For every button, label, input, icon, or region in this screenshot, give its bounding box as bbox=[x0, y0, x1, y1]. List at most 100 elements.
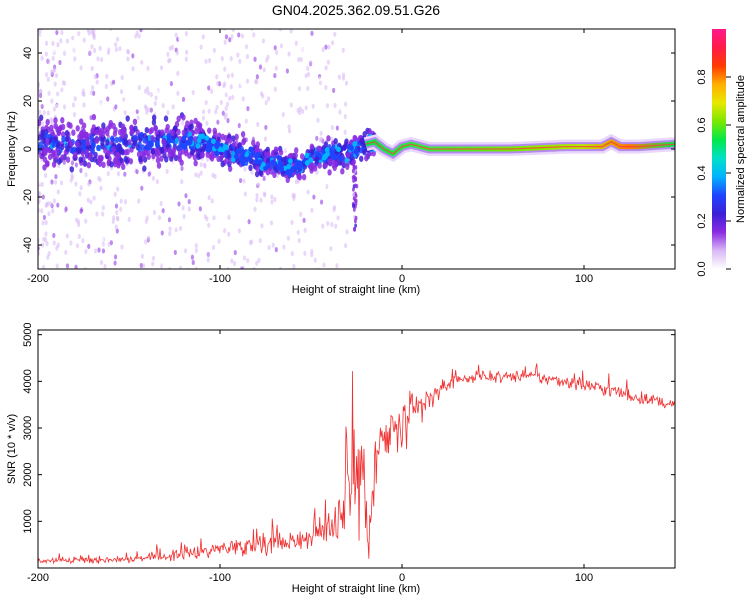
spectral-noise-blob bbox=[176, 90, 180, 97]
spectral-streak-blob bbox=[352, 207, 356, 212]
spectral-noise-blob bbox=[51, 47, 56, 54]
spectral-peak-blob bbox=[276, 155, 282, 161]
spectral-noise-blob bbox=[40, 74, 44, 80]
spectral-noise-blob bbox=[79, 167, 83, 174]
spectral-noise-blob bbox=[75, 217, 79, 223]
spectral-noise-blob bbox=[130, 251, 134, 258]
spectral-band-blob bbox=[344, 156, 350, 164]
spectral-noise-blob bbox=[326, 220, 330, 227]
spectral-band-blob bbox=[87, 154, 92, 161]
spectral-noise-blob bbox=[181, 96, 186, 102]
spectral-band-blob bbox=[240, 131, 246, 138]
spectral-noise-blob bbox=[101, 211, 105, 217]
spectral-noise-blob bbox=[100, 244, 104, 250]
spectral-noise-blob bbox=[216, 80, 220, 87]
spectral-band-blob bbox=[146, 153, 151, 160]
spectral-band-blob bbox=[132, 118, 138, 126]
spectral-noise-blob bbox=[49, 185, 54, 192]
x-tick-label: -200 bbox=[27, 572, 49, 584]
spectral-noise-blob bbox=[134, 33, 138, 39]
spectral-noise-blob bbox=[59, 38, 63, 44]
spectral-noise-blob bbox=[260, 132, 264, 138]
spectral-noise-blob bbox=[291, 35, 295, 41]
spectral-peak-blob bbox=[182, 144, 188, 151]
spectral-band-blob bbox=[190, 148, 195, 156]
spectral-noise-blob bbox=[196, 45, 200, 51]
spectral-band-blob bbox=[316, 145, 321, 152]
spectral-noise-blob bbox=[304, 241, 308, 248]
spectral-noise-blob bbox=[243, 166, 247, 172]
spectral-noise-blob bbox=[242, 178, 246, 184]
spectral-noise-blob bbox=[42, 236, 46, 242]
spectral-noise-blob bbox=[240, 33, 245, 39]
spectral-noise-blob bbox=[99, 101, 103, 107]
spectral-noise-blob bbox=[324, 44, 328, 50]
spectral-noise-blob bbox=[143, 104, 148, 110]
spectral-noise-blob bbox=[56, 91, 60, 97]
spectral-peak-blob bbox=[206, 143, 212, 149]
spectral-noise-blob bbox=[113, 42, 118, 48]
spectral-streak-blob bbox=[354, 183, 357, 188]
spectral-noise-blob bbox=[281, 111, 285, 118]
spectral-noise-blob bbox=[65, 270, 68, 275]
spectral-noise-blob bbox=[115, 215, 120, 221]
spectral-band-blob bbox=[185, 120, 190, 127]
spectral-peak-blob bbox=[234, 153, 239, 160]
spectral-noise-blob bbox=[187, 206, 191, 212]
spectral-band-blob bbox=[220, 160, 225, 168]
spectral-noise-blob bbox=[198, 99, 203, 105]
spectral-noise-blob bbox=[237, 32, 241, 38]
spectral-noise-blob bbox=[47, 211, 51, 217]
spectral-noise-blob bbox=[319, 130, 323, 136]
spectral-noise-blob bbox=[258, 64, 263, 70]
spectral-band-blob bbox=[81, 128, 86, 135]
spectral-noise-blob bbox=[89, 104, 94, 110]
spectral-band-blob bbox=[101, 161, 106, 169]
spectral-band-blob bbox=[345, 152, 351, 159]
spectral-noise-blob bbox=[190, 254, 195, 260]
spectral-noise-blob bbox=[168, 266, 172, 269]
spectral-noise-blob bbox=[225, 101, 230, 107]
spectral-noise-blob bbox=[226, 73, 230, 79]
spectral-noise-blob bbox=[226, 117, 230, 124]
spectral-noise-blob bbox=[194, 242, 198, 249]
spectral-band-blob bbox=[94, 137, 100, 144]
spectral-noise-blob bbox=[269, 220, 274, 226]
spectral-noise-blob bbox=[260, 23, 263, 28]
spectral-peak-blob bbox=[320, 148, 326, 155]
spectral-noise-blob bbox=[59, 180, 64, 186]
spectral-noise-blob bbox=[253, 206, 257, 212]
spectral-peak-blob bbox=[271, 160, 277, 167]
spectral-noise-blob bbox=[335, 263, 339, 269]
spectral-noise-blob bbox=[226, 90, 230, 96]
spectral-band-blob bbox=[241, 137, 247, 144]
spectral-noise-blob bbox=[255, 197, 259, 203]
spectral-noise-blob bbox=[82, 91, 86, 97]
spectral-noise-blob bbox=[136, 189, 140, 195]
spectral-noise-blob bbox=[172, 160, 176, 166]
spectral-peak-blob bbox=[323, 153, 329, 159]
spectral-noise-blob bbox=[95, 211, 99, 217]
spectral-noise-blob bbox=[159, 65, 164, 71]
spectral-noise-blob bbox=[228, 37, 232, 43]
spectral-noise-blob bbox=[106, 199, 110, 205]
spectral-noise-blob bbox=[199, 162, 203, 168]
spectral-noise-blob bbox=[56, 189, 60, 195]
spectral-noise-blob bbox=[270, 199, 274, 205]
spectral-noise-blob bbox=[306, 85, 310, 92]
spectral-noise-blob bbox=[118, 101, 123, 107]
spectral-band-blob bbox=[38, 119, 42, 127]
spectral-band-blob bbox=[168, 136, 173, 143]
spectral-band-blob bbox=[41, 148, 47, 155]
spectral-peak-blob bbox=[230, 156, 236, 163]
spectral-band-blob bbox=[44, 132, 49, 139]
spectral-band-blob bbox=[131, 142, 136, 150]
spectral-noise-blob bbox=[96, 224, 100, 230]
spectral-band-blob bbox=[188, 124, 193, 131]
spectral-noise-blob bbox=[238, 58, 242, 64]
spectral-noise-blob bbox=[278, 266, 283, 269]
spectral-noise-blob bbox=[109, 240, 114, 246]
spectral-noise-blob bbox=[55, 263, 59, 269]
spectral-noise-blob bbox=[171, 104, 175, 110]
x-tick-label: -100 bbox=[209, 572, 231, 584]
